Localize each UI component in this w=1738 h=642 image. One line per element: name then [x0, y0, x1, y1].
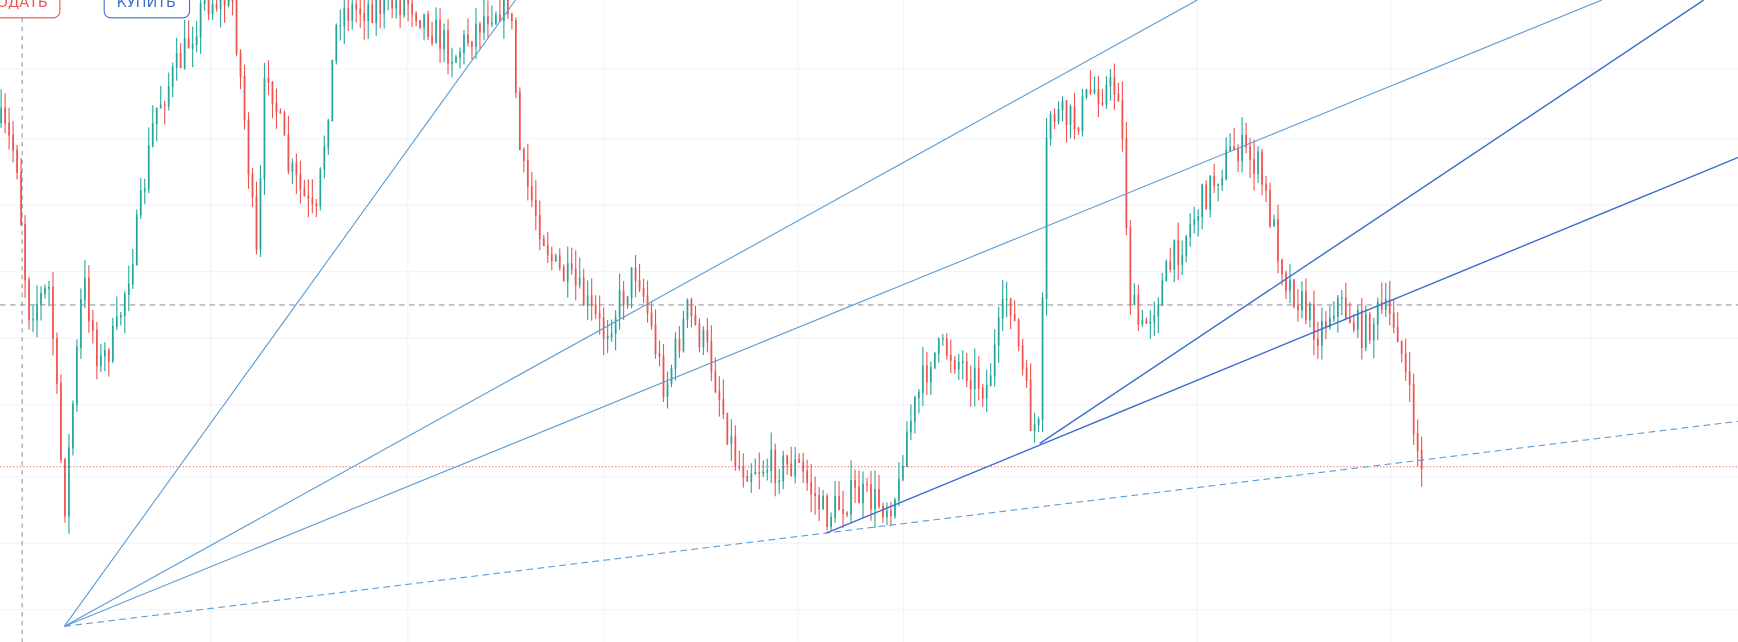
- candles: [0, 0, 1423, 534]
- buy-button-label[interactable]: КУПИТЬ: [117, 0, 176, 11]
- sell-button-label[interactable]: ОДАТЬ: [0, 0, 48, 11]
- buy-button[interactable]: КУПИТЬ: [103, 0, 191, 19]
- sell-button-box[interactable]: [0, 0, 61, 19]
- trend-line: [64, 0, 1198, 627]
- sell-button[interactable]: ОДАТЬ: [0, 0, 61, 19]
- trend-line: [64, 0, 1602, 627]
- trend-line: [1039, 0, 1705, 445]
- trend-line-dashed: [64, 420, 1738, 627]
- trend-lines: [63, 0, 1738, 627]
- trend-line: [825, 156, 1738, 534]
- buy-button-box[interactable]: [103, 0, 191, 19]
- trend-line: [63, 0, 516, 627]
